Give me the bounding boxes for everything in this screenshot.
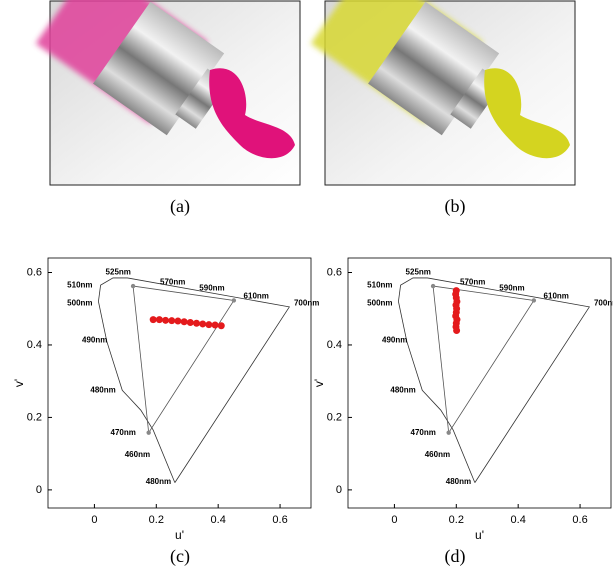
wavelength-label: 460nm <box>125 450 150 459</box>
plot-area <box>348 258 611 508</box>
primary-vertex <box>146 430 150 434</box>
y-tick-label: 0.4 <box>27 339 42 351</box>
x-axis-label: u' <box>475 528 484 542</box>
data-point <box>199 320 206 327</box>
y-tick-label: 0 <box>336 484 342 496</box>
wavelength-label: 700nm <box>294 298 319 307</box>
data-point <box>193 320 200 327</box>
x-axis-label: u' <box>175 528 184 542</box>
wavelength-label: 470nm <box>111 428 136 437</box>
y-tick-label: 0 <box>36 484 42 496</box>
x-tick-label: 0.2 <box>149 514 164 526</box>
x-tick-label: 0.4 <box>511 514 526 526</box>
wavelength-label: 490nm <box>82 335 107 344</box>
caption: (b) <box>445 196 466 217</box>
data-point <box>212 322 219 329</box>
y-tick-label: 0.6 <box>327 266 342 278</box>
primary-vertex <box>232 298 236 302</box>
primary-vertex <box>446 430 450 434</box>
y-axis-label: v' <box>12 379 26 387</box>
photo-b <box>311 0 575 185</box>
wavelength-label: 570nm <box>460 277 485 286</box>
plot-area <box>48 258 311 508</box>
y-tick-label: 0.6 <box>27 266 42 278</box>
primary-vertex <box>431 284 435 288</box>
data-point <box>205 321 212 328</box>
page: (a) (b) (c) (d) 0 0.2 0.4 0.6 0 0.2 0.4 0.6 u' v'… <box>0 0 613 571</box>
wavelength-label: 700nm <box>594 298 613 307</box>
data-point <box>218 322 225 329</box>
y-axis-label: v' <box>312 379 326 387</box>
caption: (d) <box>445 546 466 567</box>
caption: (c) <box>170 546 190 567</box>
primary-vertex <box>131 284 135 288</box>
wavelength-label: 570nm <box>160 277 185 286</box>
x-tick-label: 0.4 <box>211 514 226 526</box>
wavelength-label: 510nm <box>67 280 92 289</box>
y-tick-label: 0.2 <box>27 411 42 423</box>
wavelength-label: 590nm <box>199 284 224 293</box>
wavelength-label: 480nm <box>446 477 471 486</box>
primary-vertex <box>532 298 536 302</box>
caption: (a) <box>170 196 190 217</box>
wavelength-label: 470nm <box>411 428 436 437</box>
data-point <box>181 318 188 325</box>
data-point <box>174 318 181 325</box>
x-tick-label: 0.2 <box>449 514 464 526</box>
curve <box>433 286 534 433</box>
wavelength-label: 500nm <box>67 298 92 307</box>
x-tick-label: 0.6 <box>272 514 287 526</box>
wavelength-label: 490nm <box>382 335 407 344</box>
curve <box>133 286 234 433</box>
x-tick-label: 0 <box>91 514 97 526</box>
figure: (a) (b) (c) (d) 0 0.2 0.4 0.6 0 0.2 0.4 0.6 u' v'… <box>0 0 613 571</box>
wavelength-label: 610nm <box>544 292 569 301</box>
data-point <box>162 317 169 324</box>
wavelength-label: 510nm <box>367 280 392 289</box>
photo-a <box>36 0 300 185</box>
wavelength-label: 525nm <box>406 268 431 277</box>
x-tick-label: 0 <box>391 514 397 526</box>
y-tick-label: 0.2 <box>327 411 342 423</box>
data-point <box>150 316 157 323</box>
wavelength-label: 460nm <box>425 450 450 459</box>
wavelength-label: 525nm <box>106 268 131 277</box>
wavelength-label: 480nm <box>390 385 415 394</box>
data-point <box>453 327 460 334</box>
data-point <box>168 317 175 324</box>
wavelength-label: 480nm <box>90 385 115 394</box>
data-point <box>156 316 163 323</box>
wavelength-label: 480nm <box>146 477 171 486</box>
wavelength-label: 500nm <box>367 298 392 307</box>
data-point <box>187 319 194 326</box>
wavelength-label: 590nm <box>499 284 524 293</box>
y-tick-label: 0.4 <box>327 339 342 351</box>
wavelength-label: 610nm <box>244 292 269 301</box>
x-tick-label: 0.6 <box>572 514 587 526</box>
